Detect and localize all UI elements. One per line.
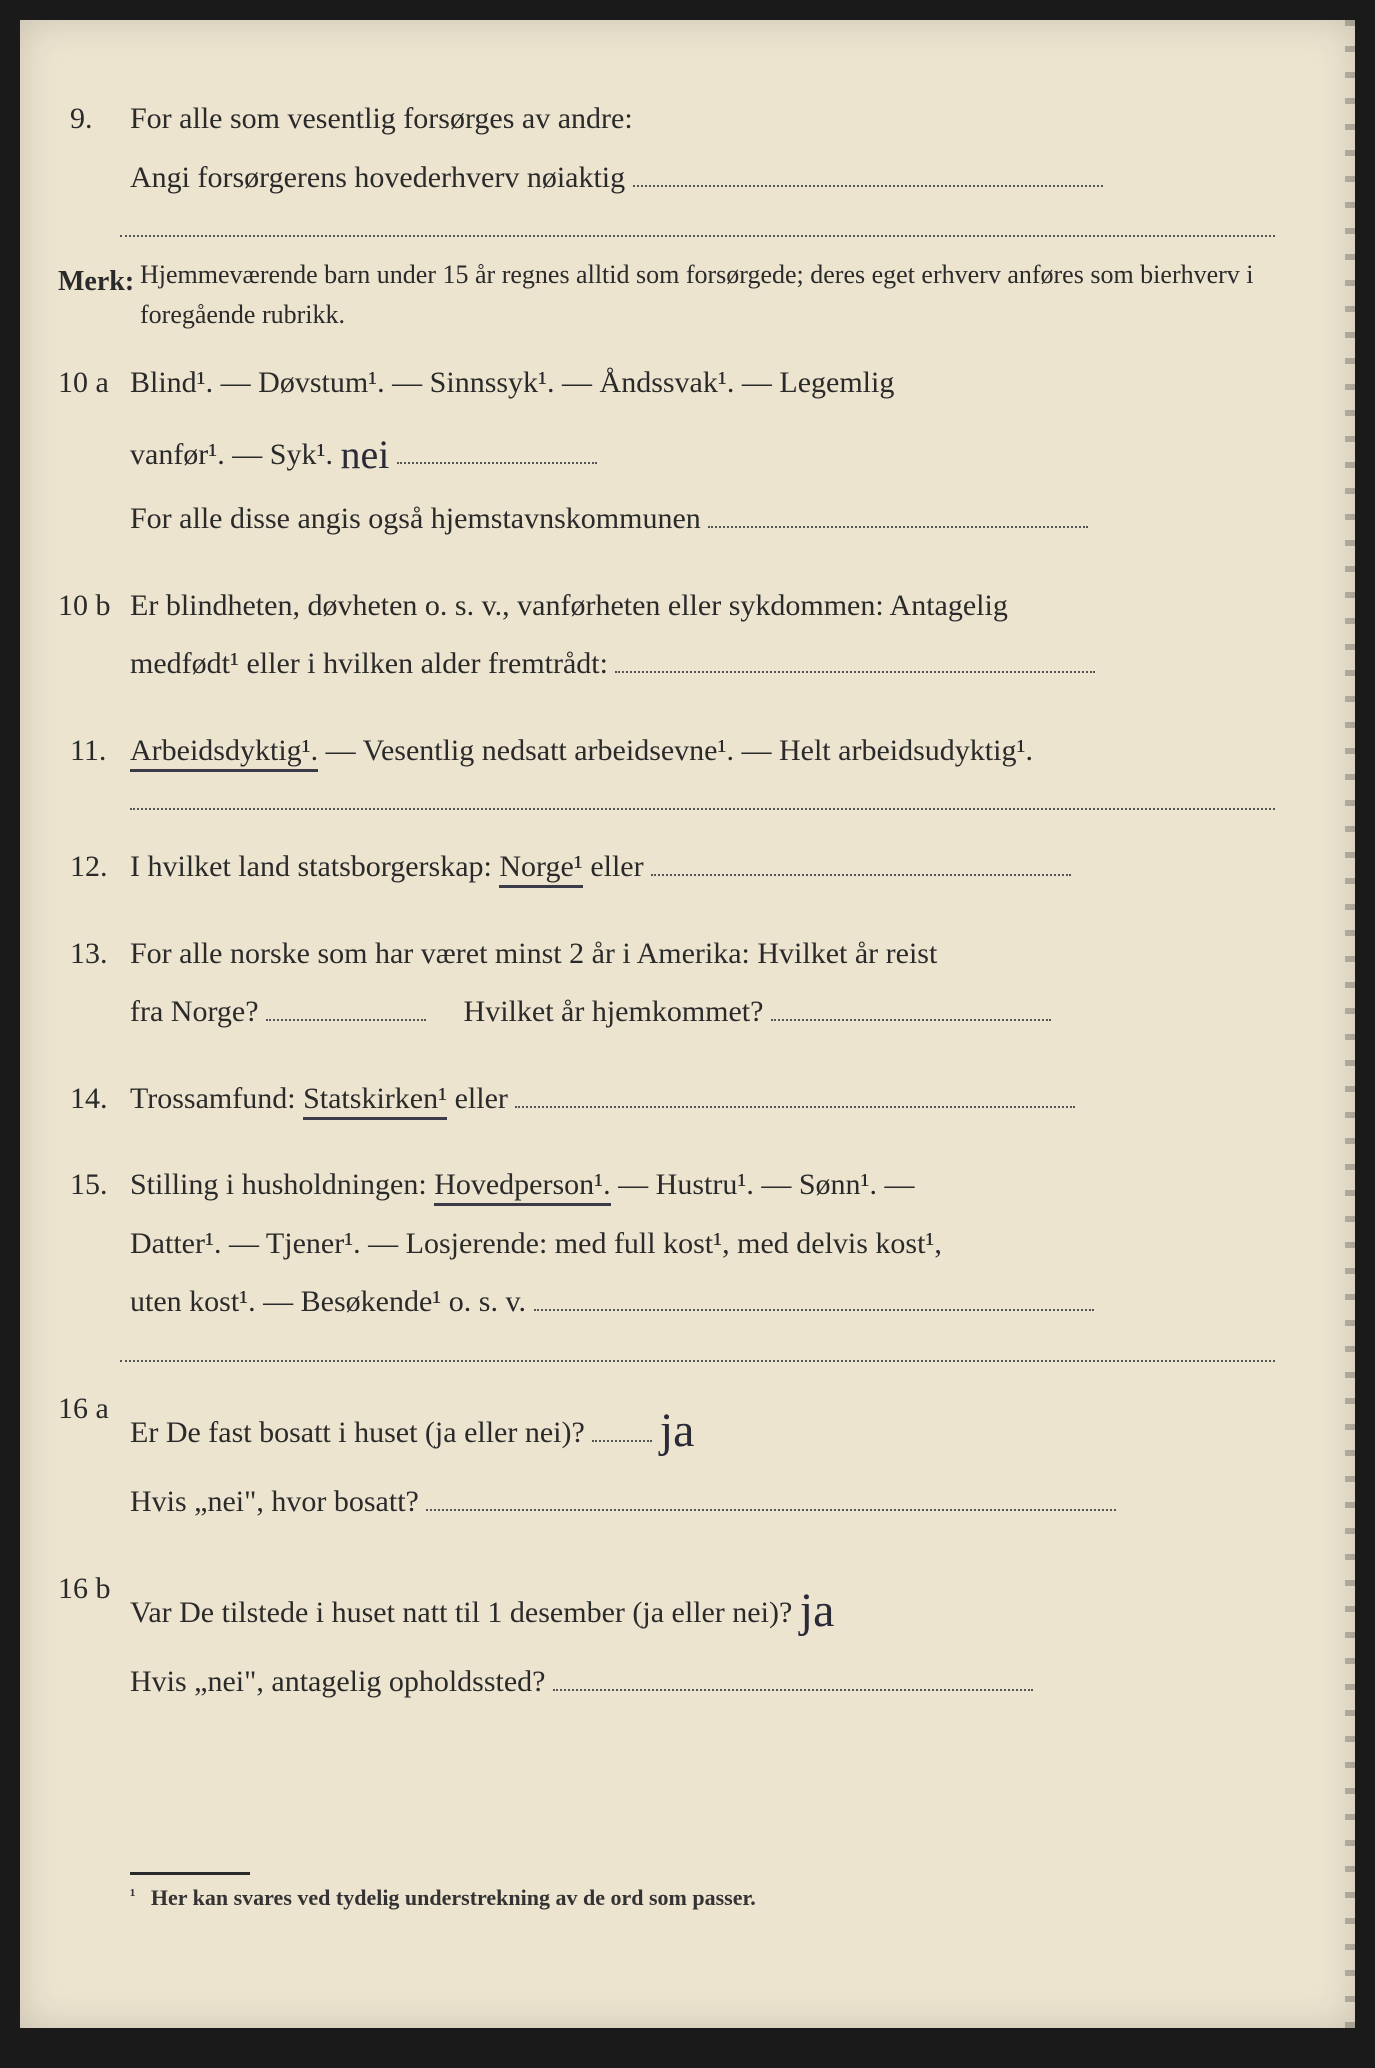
q14-number: 14. [70,1070,108,1129]
q10a-fill1[interactable] [397,462,597,464]
question-14: 14. Trossamfund: Statskirken¹ eller [130,1070,1275,1129]
q16a-fill0[interactable] [592,1440,652,1442]
q16a-number: 16 a [58,1380,109,1439]
q13-line2b: Hvilket år hjemkommet? [464,995,764,1028]
footnote-marker: ¹ [130,1885,135,1905]
q16b-line2: Hvis „nei", antagelig opholdssted? [130,1665,546,1698]
q10a-fill2[interactable] [708,526,1088,528]
q14-fill[interactable] [515,1106,1075,1108]
q16a-fill[interactable] [426,1509,1116,1511]
q9-line2: Angi forsørgerens hovederhverv nøiaktig [130,161,625,194]
question-16b: 16 b Var De tilstede i huset natt til 1 … [130,1560,1275,1712]
question-9: 9. For alle som vesentlig forsørges av a… [130,90,1275,207]
footnote-text: Her kan svares ved tydelig understreknin… [151,1885,756,1910]
q15-number: 15. [70,1156,108,1215]
q16a-line1: Er De fast bosatt i huset (ja eller nei)… [130,1416,585,1449]
deckle-edge [1345,20,1355,2028]
q13-number: 13. [70,925,108,984]
q11-number: 11. [70,722,106,781]
form-page: 9. For alle som vesentlig forsørges av a… [20,20,1355,2028]
rule-1 [120,235,1275,237]
question-12: 12. I hvilket land statsborgerskap: Norg… [130,838,1275,897]
question-10a: 10 a Blind¹. — Døvstum¹. — Sinnssyk¹. — … [130,354,1275,549]
q10b-line2: medfødt¹ eller i hvilken alder fremtrådt… [130,647,608,680]
q10a-handwritten: nei [340,432,389,477]
q13-line2a: fra Norge? [130,995,259,1028]
question-13: 13. For alle norske som har været minst … [130,925,1275,1042]
q15-opt-underlined: Hovedperson¹. [434,1168,610,1206]
q10a-line3: For alle disse angis også hjemstavnskomm… [130,502,701,535]
q10b-fill[interactable] [615,671,1095,673]
q16b-fill[interactable] [553,1689,1033,1691]
q15-pre: Stilling i husholdningen: [130,1168,434,1201]
q16a-line2: Hvis „nei", hvor bosatt? [130,1485,419,1518]
q12-post: eller [590,850,643,883]
q15-line2: Datter¹. — Tjener¹. — Losjerende: med fu… [130,1227,942,1260]
q11-rest: — Vesentlig nedsatt arbeidsevne¹. — Helt… [326,734,1033,767]
footnote-rule [130,1872,250,1875]
q9-fill[interactable] [633,185,1103,187]
q15-fill[interactable] [534,1309,1094,1311]
q16a-handwritten: ja [660,1404,695,1457]
q10b-line1: Er blindheten, døvheten o. s. v., vanfør… [130,589,1008,622]
q16b-number: 16 b [58,1560,111,1619]
q13-fill1[interactable] [266,1019,426,1021]
q16b-handwritten: ja [800,1584,835,1637]
q12-opt-underlined: Norge¹ [499,850,582,888]
q13-fill2[interactable] [771,1019,1051,1021]
q12-number: 12. [70,838,108,897]
q9-line1: For alle som vesentlig forsørges av andr… [130,102,633,135]
q12-pre: I hvilket land statsborgerskap: [130,850,499,883]
merk-text: Hjemmeværende barn under 15 år regnes al… [140,255,1275,336]
q11-opt-underlined: Arbeidsdyktig¹. [130,734,318,772]
question-10b: 10 b Er blindheten, døvheten o. s. v., v… [130,577,1275,694]
merk-note: Merk: Hjemmeværende barn under 15 år reg… [130,255,1275,336]
question-16a: 16 a Er De fast bosatt i huset (ja eller… [130,1380,1275,1532]
q15-rest1: — Hustru¹. — Sønn¹. — [618,1168,914,1201]
merk-label: Merk: [58,255,134,310]
rule-2 [120,1360,1275,1362]
footnote: ¹ Her kan svares ved tydelig understrekn… [130,1885,1275,1911]
q10b-number: 10 b [58,577,111,636]
question-15: 15. Stilling i husholdningen: Hovedperso… [130,1156,1275,1332]
q12-fill[interactable] [651,874,1071,876]
q9-number: 9. [70,90,93,149]
q14-opt-underlined: Statskirken¹ [303,1082,447,1120]
q14-post: eller [455,1082,508,1115]
q11-fill [130,808,1275,810]
question-11: 11. Arbeidsdyktig¹. — Vesentlig nedsatt … [130,722,1275,811]
q13-line1: For alle norske som har været minst 2 år… [130,937,937,970]
content-area: 9. For alle som vesentlig forsørges av a… [20,20,1355,1951]
q14-pre: Trossamfund: [130,1082,303,1115]
q15-line3: uten kost¹. — Besøkende¹ o. s. v. [130,1285,526,1318]
q10a-number: 10 a [58,354,109,413]
q16b-line1: Var De tilstede i huset natt til 1 desem… [130,1596,792,1629]
q10a-opts: Blind¹. — Døvstum¹. — Sinnssyk¹. — Åndss… [130,366,894,399]
q10a-opts2: vanfør¹. — Syk¹. [130,438,333,471]
